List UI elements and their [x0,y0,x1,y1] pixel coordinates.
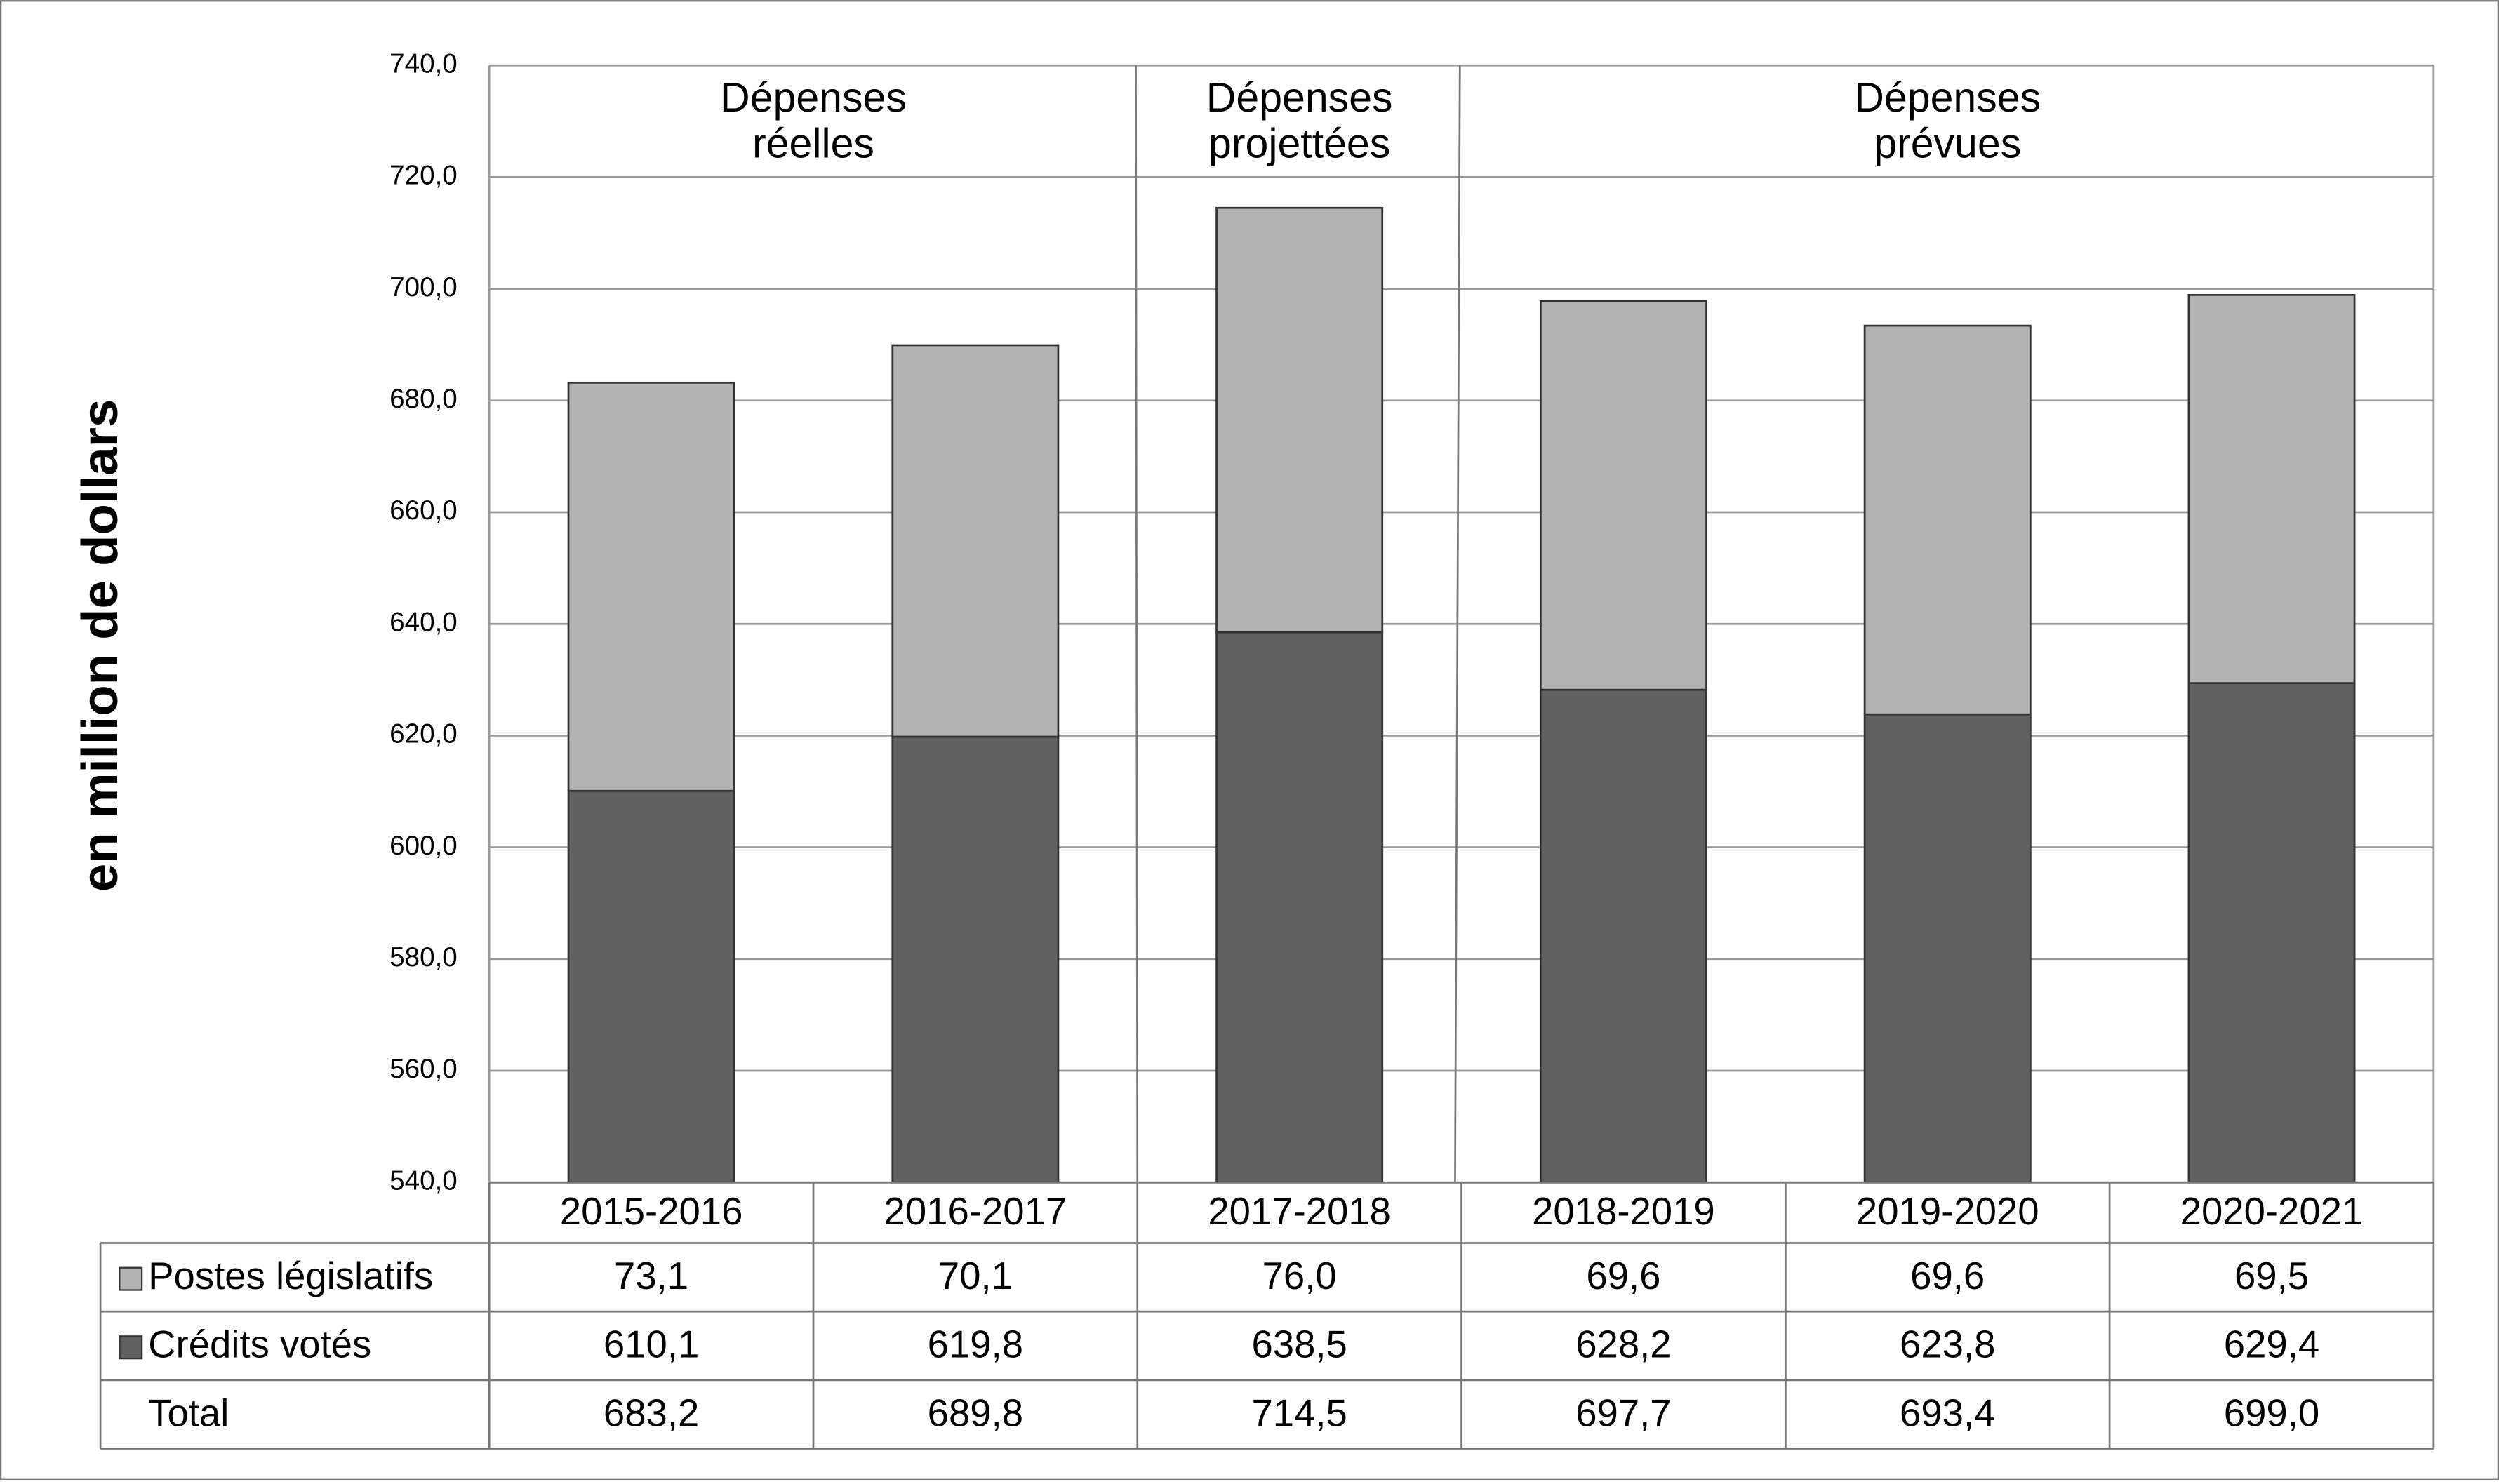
x-tick-label: 2020-2021 [2180,1190,2364,1233]
group-label: projettées [1208,121,1390,167]
group-label: réelles [752,121,874,167]
table-value: 70,1 [938,1255,1013,1297]
bar-segment [1215,631,1384,1184]
group-label: Dépenses [720,74,907,121]
y-tick-label: 660,0 [389,495,458,526]
y-tick-label: 560,0 [389,1054,458,1084]
bar-segment [567,381,735,792]
bar-segment [891,735,1060,1184]
bar-segment [891,344,1060,738]
group-divider [1135,65,1139,1183]
table-value: 638,5 [1251,1323,1347,1366]
bar-segment [1539,688,1707,1184]
x-tick-label: 2015-2016 [560,1190,743,1233]
bar-segment [567,789,735,1184]
y-tick-label: 600,0 [389,831,458,861]
bar-segment [1539,300,1707,691]
table-value: 699,0 [2224,1391,2319,1434]
bar-segment [1863,713,2032,1184]
legend-label: Crédits votés [148,1323,371,1366]
bar-segment [1863,324,2032,716]
y-tick-label: 540,0 [389,1165,458,1196]
legend-label: Postes législatifs [148,1255,433,1297]
y-axis-title: en million de dollars [72,399,128,892]
x-tick-label: 2017-2018 [1208,1190,1391,1233]
table-value: 619,8 [928,1323,1023,1366]
table-value: 610,1 [604,1323,699,1366]
legend-swatch [119,1266,143,1291]
bar-segment [2187,294,2356,684]
table-value: 628,2 [1575,1323,1671,1366]
group-label: Dépenses [1206,74,1393,121]
y-tick-label: 640,0 [389,607,458,637]
table-value: 69,6 [1910,1255,1985,1297]
table-value: 697,7 [1575,1391,1671,1434]
bar-segment [2187,682,2356,1184]
x-tick-label: 2018-2019 [1532,1190,1715,1233]
group-label: Dépenses [1854,74,2041,121]
y-tick-label: 620,0 [389,719,458,749]
bar-segment [1215,206,1384,634]
x-tick-label: 2019-2020 [1856,1190,2039,1233]
y-tick-label: 740,0 [389,48,458,79]
table-value: 629,4 [2224,1323,2319,1366]
table-value: 69,6 [1586,1255,1660,1297]
group-label: prévues [1874,121,2021,167]
legend-swatch [119,1335,143,1360]
table-value: 73,1 [614,1255,688,1297]
x-tick-label: 2016-2017 [884,1190,1067,1233]
row-label: Total [148,1391,229,1434]
table-value: 623,8 [1900,1323,1995,1366]
y-tick-label: 680,0 [389,384,458,414]
table-value: 689,8 [928,1391,1023,1434]
y-tick-label: 720,0 [389,161,458,191]
table-value: 693,4 [1900,1391,1995,1434]
group-divider [1454,65,1461,1183]
table-value: 76,0 [1262,1255,1337,1297]
table-value: 714,5 [1251,1391,1347,1434]
table-value: 69,5 [2234,1255,2309,1297]
y-tick-label: 700,0 [389,272,458,302]
y-tick-label: 580,0 [389,942,458,972]
table-value: 683,2 [604,1391,699,1434]
